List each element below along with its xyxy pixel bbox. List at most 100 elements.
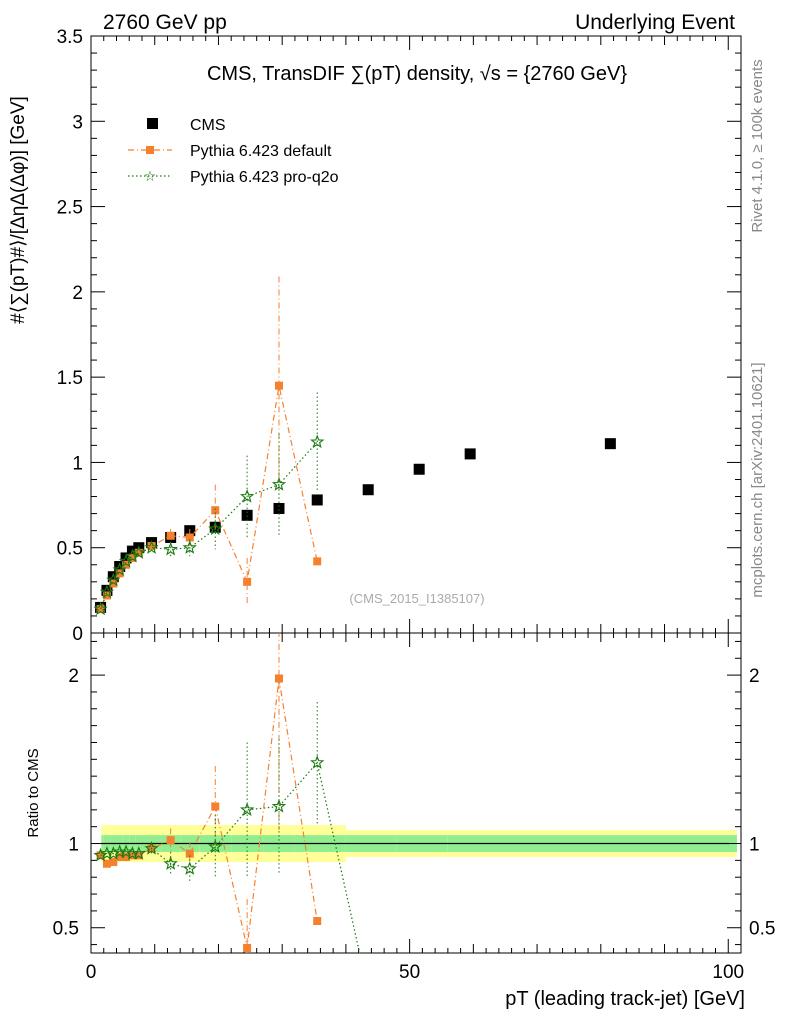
legend-label-proq2o: Pythia 6.423 pro-q2o xyxy=(190,169,339,186)
header-right: Underlying Event xyxy=(575,11,735,34)
default-main-point xyxy=(122,560,131,569)
default-ratio-line xyxy=(100,678,318,949)
proq2o-main-point xyxy=(271,477,287,491)
cms-data-point xyxy=(273,502,285,514)
ratio-y-tick-label-right: 1 xyxy=(749,835,760,856)
default-main-point xyxy=(102,591,111,600)
y-tick-label: 0 xyxy=(72,624,83,645)
ratio-y-axis-label: Ratio to CMS xyxy=(25,748,42,837)
proq2o-main-line xyxy=(100,441,318,610)
cms-data-point xyxy=(120,552,132,564)
default-ratio-point xyxy=(115,853,124,861)
cms-data-point xyxy=(311,494,323,506)
cms-data-point xyxy=(107,571,119,583)
default-main-point xyxy=(128,553,137,562)
analysis-label: (CMS_2015_I1385107) xyxy=(349,591,484,606)
default-ratio-point xyxy=(102,859,111,868)
default-ratio-point xyxy=(128,851,137,860)
proq2o-ratio-point xyxy=(93,847,108,862)
proq2o-ratio-point xyxy=(131,846,146,860)
ratio-y-tick-label: 0.5 xyxy=(53,919,79,940)
x-tick-label: 0 xyxy=(86,962,97,983)
default-ratio-point xyxy=(166,836,175,845)
legend-marker-default xyxy=(146,146,154,154)
chart-title: CMS, TransDIF ∑(pT) density, √s = {2760 … xyxy=(207,63,627,85)
mcplots-label: mcplots.cern.ch [arXiv:2401.10621] xyxy=(749,362,766,597)
proq2o-ratio-point xyxy=(144,841,159,855)
cms-data-point xyxy=(413,463,425,475)
legend: CMS Pythia 6.423 default ☆ Pythia 6.423 … xyxy=(128,117,339,186)
default-main-point xyxy=(96,605,105,614)
default-main-point xyxy=(211,506,220,515)
default-ratio-point xyxy=(96,851,105,860)
proq2o-main-point xyxy=(93,601,108,616)
default-main-group xyxy=(96,276,322,614)
y-tick-label: 2.5 xyxy=(57,198,83,219)
default-main-point xyxy=(115,569,124,578)
proq2o-main-group xyxy=(93,392,325,616)
rivet-label: Rivet 4.1.0, ≥ 100k events xyxy=(749,59,766,232)
proq2o-ratio-point xyxy=(182,861,197,875)
cms-data-point xyxy=(362,484,374,496)
header-left: 2760 GeV pp xyxy=(103,11,227,34)
ratio-y-tick-label-right: 2 xyxy=(749,666,760,687)
legend-label-default: Pythia 6.423 default xyxy=(190,143,332,160)
default-ratio-point xyxy=(122,853,131,861)
legend-label-cms: CMS xyxy=(190,117,226,134)
default-ratio-group xyxy=(96,633,322,953)
proq2o-ratio-line xyxy=(100,761,361,953)
main-frame xyxy=(90,35,742,634)
proq2o-main-point xyxy=(131,545,146,559)
default-main-point xyxy=(274,381,283,390)
proq2o-ratio-point xyxy=(310,755,325,769)
proq2o-ratio-point xyxy=(208,839,223,854)
ratio-y-tick-label: 2 xyxy=(68,666,79,687)
default-ratio-point xyxy=(134,851,143,860)
default-main-point xyxy=(166,531,175,540)
proq2o-ratio-point xyxy=(163,856,178,870)
proq2o-main-point xyxy=(112,562,127,577)
default-ratio-point xyxy=(274,674,283,683)
default-main-point xyxy=(185,533,194,542)
default-ratio-point xyxy=(109,858,118,867)
ratio-frame xyxy=(90,632,742,954)
default-main-point xyxy=(134,548,143,557)
cms-data-point xyxy=(101,584,113,596)
y-tick-label: 0.5 xyxy=(57,539,83,560)
proq2o-main-point xyxy=(144,540,159,554)
proq2o-main-point xyxy=(182,540,197,554)
proq2o-main-point xyxy=(310,434,325,449)
default-ratio-point xyxy=(313,917,322,925)
cms-data-point xyxy=(114,560,126,572)
cms-data-point xyxy=(241,509,253,521)
y-tick-label: 2 xyxy=(72,283,83,304)
default-ratio-point xyxy=(185,849,194,858)
default-main-point xyxy=(313,557,322,566)
proq2o-main-point xyxy=(208,521,223,536)
x-tick-label: 100 xyxy=(712,962,744,983)
proq2o-ratio-group xyxy=(93,702,361,953)
proq2o-main-point xyxy=(106,572,121,587)
proq2o-ratio-point xyxy=(118,844,134,859)
legend-marker-proq2o: ☆ xyxy=(144,168,157,184)
cms-data-point xyxy=(464,448,476,460)
proq2o-main-point xyxy=(118,553,134,568)
default-ratio-point xyxy=(211,802,220,811)
y-tick-label: 1 xyxy=(72,453,83,474)
default-ratio-point xyxy=(243,943,252,952)
default-main-point xyxy=(243,577,252,586)
proq2o-main-point xyxy=(239,488,255,503)
default-main-point xyxy=(109,579,118,588)
default-main-point xyxy=(147,542,156,551)
y-tick-label: 1.5 xyxy=(57,368,83,389)
y-tick-label: 3 xyxy=(72,112,83,133)
cms-data-point xyxy=(604,438,616,450)
x-axis-label: pT (leading track-jet) [GeV] xyxy=(505,988,745,1010)
cms-data-group xyxy=(95,438,616,613)
default-main-line xyxy=(100,385,318,610)
y-tick-label: 3.5 xyxy=(57,27,83,48)
proq2o-ratio-point xyxy=(106,846,121,860)
proq2o-ratio-point xyxy=(271,798,287,813)
proq2o-ratio-point xyxy=(239,802,255,816)
